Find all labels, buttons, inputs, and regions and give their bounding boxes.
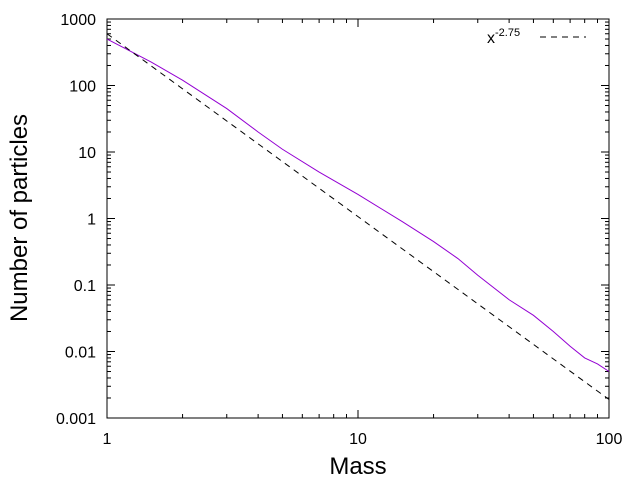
series-layer [106,33,610,400]
y-tick-label: 0.01 [65,345,96,362]
y-tick-label: 100 [69,79,96,96]
power-law-reference-line [106,33,610,400]
y-tick-label: 1000 [60,12,96,29]
x-axis-title: Mass [329,453,386,480]
y-tick-label: 1 [87,212,96,229]
x-tick-label: 100 [596,431,623,448]
y-tick-label: 0.001 [56,411,96,428]
legend-label-exponent: -2.75 [495,27,520,39]
y-tick-labels: 0.001 0.01 0.1 1 10 100 1000 [56,12,96,428]
y-axis-title: Number of particles [6,114,33,322]
x-tick-labels: 1 10 100 [103,431,623,448]
plot-frame [106,18,610,419]
ticks-layer [106,19,610,419]
y-tick-label: 10 [78,145,96,162]
legend-label: x-2.75 [487,27,520,47]
legend-label-base: x [487,30,495,47]
x-tick-label: 1 [103,431,112,448]
y-tick-label: 0.1 [74,278,96,295]
x-tick-label: 10 [349,431,367,448]
particle-count-line [106,38,610,372]
legend: x-2.75 [487,27,586,47]
